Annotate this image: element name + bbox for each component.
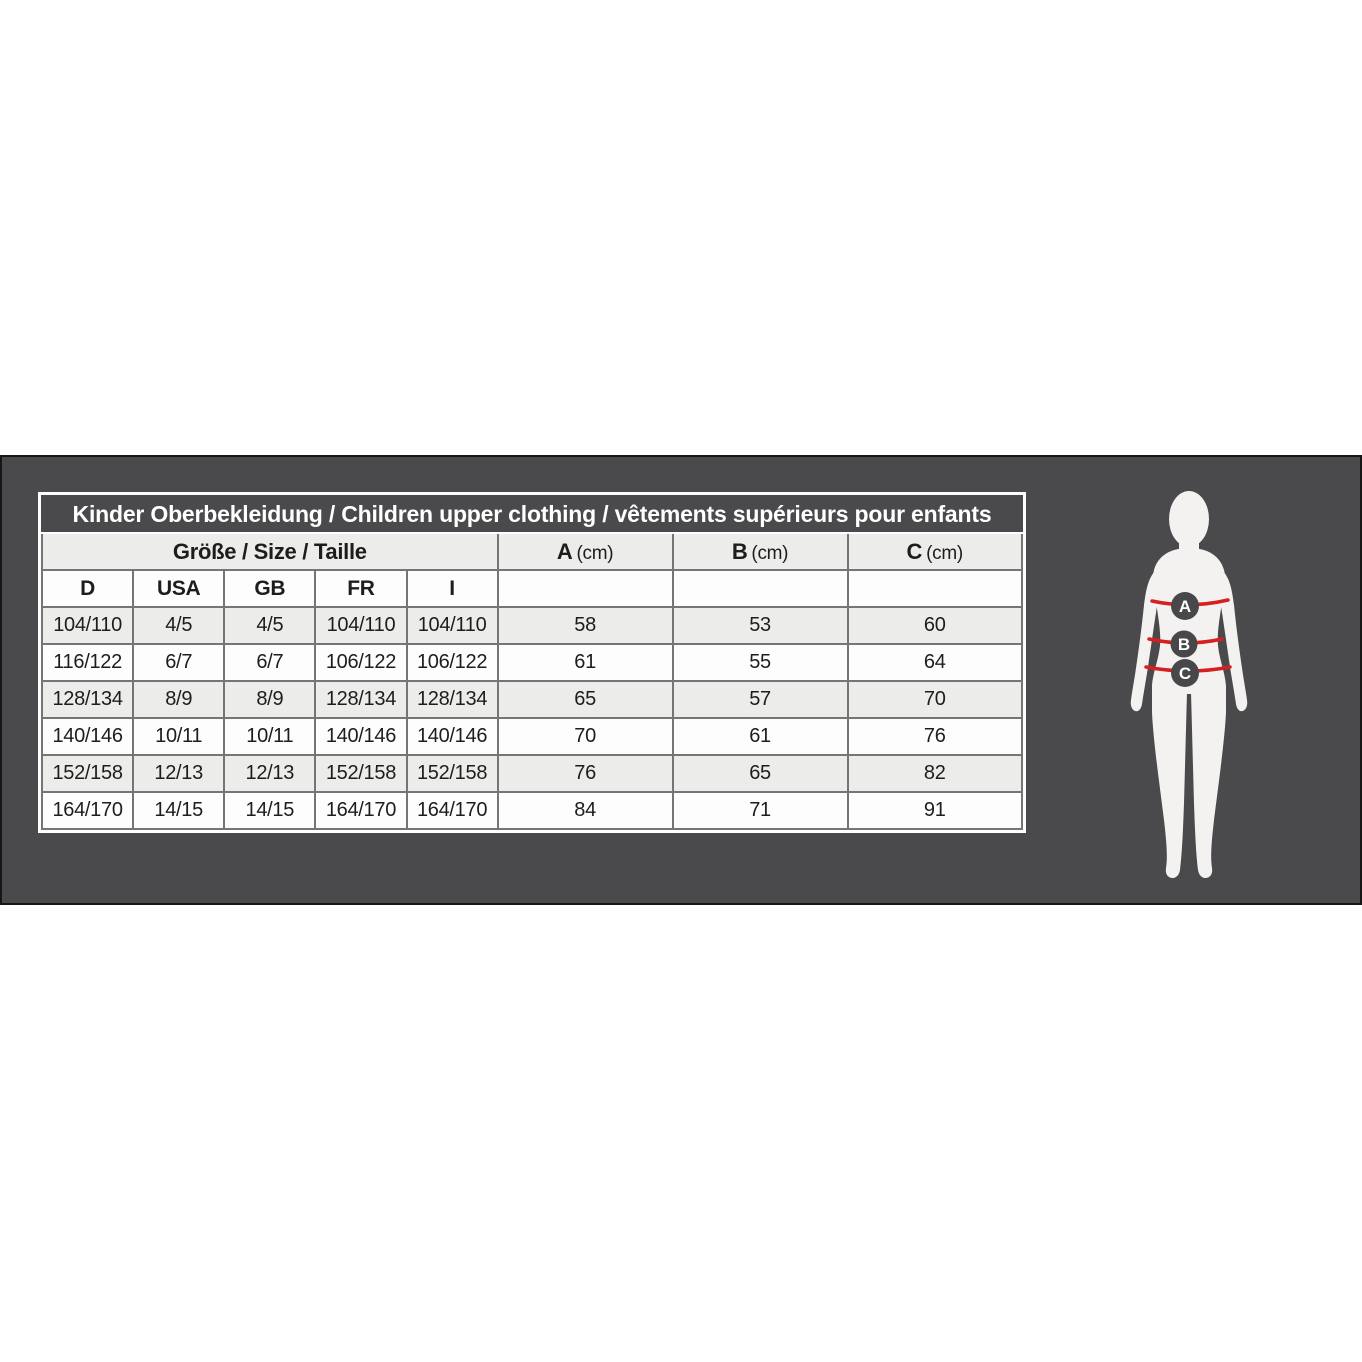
measure-cell: 65 — [496, 680, 674, 719]
measure-letter: A — [556, 538, 573, 564]
size-cell: 128/134 — [314, 680, 408, 719]
measure-cell: 58 — [496, 606, 674, 645]
column-header-fr: FR — [314, 569, 408, 608]
table-title: Kinder Oberbekleidung / Children upper c… — [41, 495, 1023, 534]
badge-a-icon — [1171, 592, 1199, 620]
measure-letter: B — [731, 538, 748, 564]
badge-c-label: C — [1179, 664, 1191, 683]
body-silhouette-icon — [1130, 491, 1248, 879]
size-cell: 152/158 — [40, 754, 135, 793]
measure-cell: 60 — [846, 606, 1023, 645]
measure-cell: 57 — [671, 680, 849, 719]
measure-cell: 71 — [671, 791, 849, 830]
size-cell: 152/158 — [405, 754, 499, 793]
size-cell: 106/122 — [405, 643, 499, 682]
size-cell: 152/158 — [314, 754, 408, 793]
column-header-usa: USA — [132, 569, 226, 608]
size-cell: 8/9 — [132, 680, 226, 719]
size-cell: 10/11 — [223, 717, 317, 756]
measurement-figure: A B C — [1113, 486, 1265, 892]
measure-cell: 82 — [846, 754, 1023, 793]
table-row: 104/110 4/5 4/5 104/110 104/110 58 53 60 — [40, 606, 1023, 645]
size-cell: 14/15 — [132, 791, 226, 830]
empty-cell — [671, 569, 849, 608]
measure-cell: 91 — [846, 791, 1023, 830]
measure-letter: C — [906, 538, 923, 564]
size-cell: 10/11 — [132, 717, 226, 756]
column-header-i: I — [405, 569, 499, 608]
measure-cell: 76 — [846, 717, 1023, 756]
table-row: 164/170 14/15 14/15 164/170 164/170 84 7… — [40, 791, 1023, 830]
size-cell: 106/122 — [314, 643, 408, 682]
column-header-gb: GB — [223, 569, 317, 608]
size-chart-table: Kinder Oberbekleidung / Children upper c… — [40, 495, 1023, 830]
badge-b-icon — [1170, 630, 1198, 658]
column-header-c: C (cm) — [846, 532, 1023, 571]
measure-cell: 53 — [671, 606, 849, 645]
size-cell: 12/13 — [132, 754, 226, 793]
size-cell: 116/122 — [40, 643, 135, 682]
size-cell: 6/7 — [132, 643, 226, 682]
size-cell: 6/7 — [223, 643, 317, 682]
table-row: 152/158 12/13 12/13 152/158 152/158 76 6… — [40, 754, 1023, 793]
measure-cell: 70 — [846, 680, 1023, 719]
measure-cell: 70 — [496, 717, 674, 756]
size-cell: 128/134 — [40, 680, 135, 719]
country-header-row: D USA GB FR I — [40, 569, 1023, 608]
size-cell: 12/13 — [223, 754, 317, 793]
size-cell: 8/9 — [223, 680, 317, 719]
size-cell: 4/5 — [223, 606, 317, 645]
measure-unit: (cm) — [751, 542, 789, 564]
measurement-badges: A B C — [1170, 592, 1199, 687]
measure-cell: 65 — [671, 754, 849, 793]
measure-cell: 76 — [496, 754, 674, 793]
measure-unit: (cm) — [576, 542, 614, 564]
size-cell: 4/5 — [132, 606, 226, 645]
size-group-header: Größe / Size / Taille — [41, 532, 499, 571]
column-header-d: D — [40, 569, 135, 608]
measure-cell: 61 — [671, 717, 849, 756]
size-cell: 104/110 — [405, 606, 499, 645]
size-cell: 164/170 — [40, 791, 135, 830]
size-cell: 128/134 — [405, 680, 499, 719]
column-header-b: B (cm) — [671, 532, 849, 571]
table-title-row: Kinder Oberbekleidung / Children upper c… — [41, 495, 1023, 534]
badge-b-label: B — [1178, 635, 1190, 654]
table-row: 140/146 10/11 10/11 140/146 140/146 70 6… — [40, 717, 1023, 756]
size-cell: 140/146 — [314, 717, 408, 756]
badge-a-label: A — [1179, 597, 1191, 616]
size-cell: 140/146 — [405, 717, 499, 756]
group-header-row: Größe / Size / Taille A (cm) B (cm) C (cm) — [41, 532, 1023, 571]
empty-cell — [496, 569, 674, 608]
measure-unit: (cm) — [926, 542, 963, 564]
table-row: 128/134 8/9 8/9 128/134 128/134 65 57 70 — [40, 680, 1023, 719]
column-header-a: A (cm) — [496, 532, 674, 571]
size-chart-table-container: Kinder Oberbekleidung / Children upper c… — [38, 492, 1026, 833]
size-cell: 104/110 — [40, 606, 135, 645]
measure-cell: 64 — [846, 643, 1023, 682]
empty-cell — [846, 569, 1023, 608]
measure-cell: 61 — [496, 643, 674, 682]
badge-c-icon — [1171, 659, 1199, 687]
measure-cell: 84 — [496, 791, 674, 830]
size-cell: 104/110 — [314, 606, 408, 645]
size-cell: 164/170 — [405, 791, 499, 830]
size-cell: 14/15 — [223, 791, 317, 830]
size-cell: 164/170 — [314, 791, 408, 830]
size-cell: 140/146 — [40, 717, 135, 756]
measure-cell: 55 — [671, 643, 849, 682]
table-row: 116/122 6/7 6/7 106/122 106/122 61 55 64 — [40, 643, 1023, 682]
